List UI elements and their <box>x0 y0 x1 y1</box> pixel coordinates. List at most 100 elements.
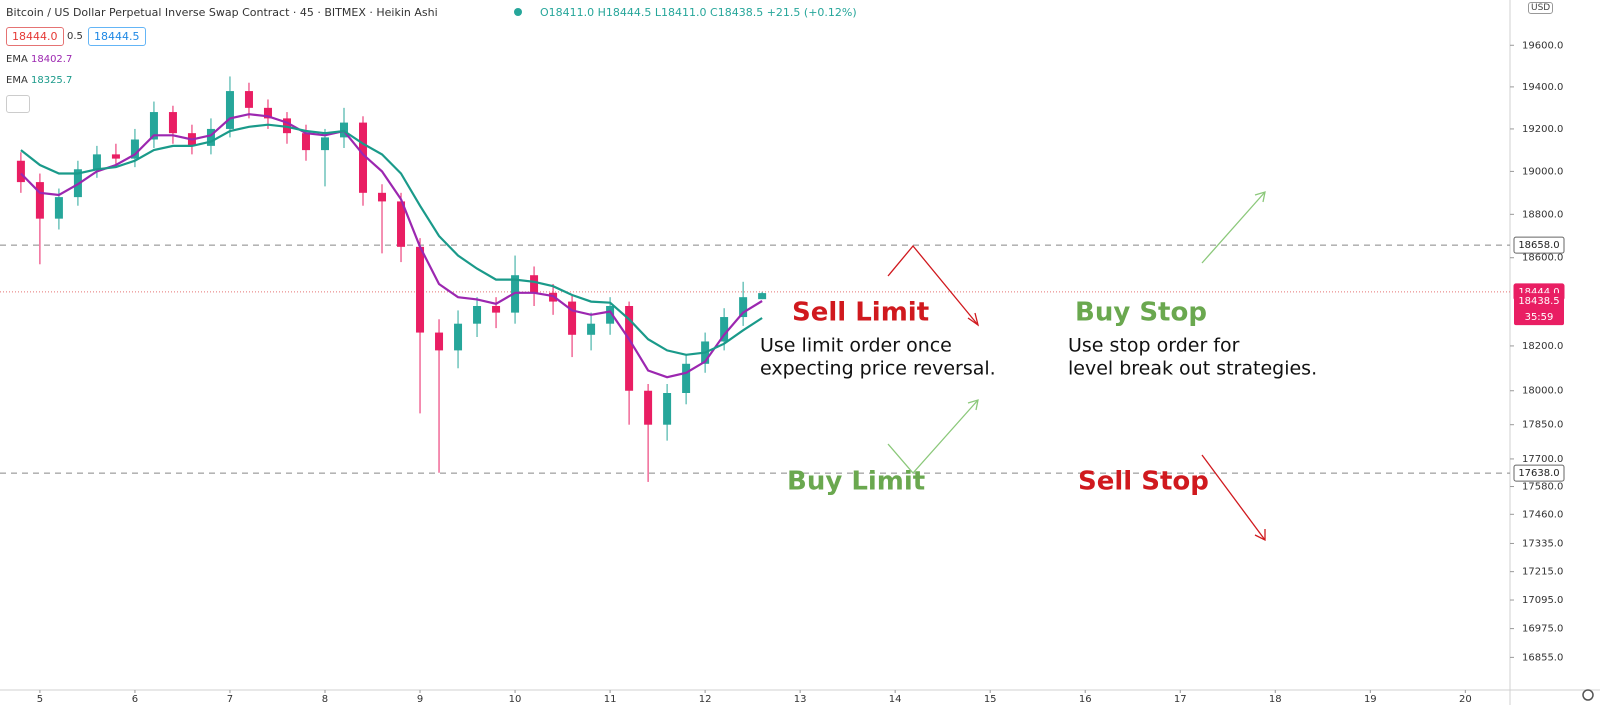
arrow-head <box>1254 529 1266 542</box>
arrows <box>887 191 1266 542</box>
candle-body <box>130 139 139 159</box>
collapse-button[interactable] <box>6 95 30 113</box>
candle-body <box>663 393 672 425</box>
y-tick-label: 17335.0 <box>1522 538 1563 549</box>
countdown: 35:59 <box>1525 312 1554 323</box>
spread: 0.5 <box>67 31 83 42</box>
candle-body <box>492 305 501 313</box>
y-tick-label: 19000.0 <box>1522 166 1563 177</box>
arrow <box>887 244 979 326</box>
note: level break out strategies. <box>1068 358 1317 380</box>
x-tick-label: 15 <box>984 694 997 705</box>
y-tick-label: 19200.0 <box>1522 124 1563 135</box>
candle-body <box>320 137 329 151</box>
candle-body <box>111 154 120 159</box>
candle-body <box>206 128 215 146</box>
price-label: 17638.0 <box>1518 468 1559 479</box>
y-tick-label: 17850.0 <box>1522 420 1563 431</box>
y-tick-label: 17460.0 <box>1522 509 1563 520</box>
ema-line <box>20 123 763 356</box>
x-tick-label: 8 <box>322 694 328 705</box>
price-label-box <box>1513 236 1565 254</box>
price-label-box <box>1513 464 1565 482</box>
candle-body <box>397 201 406 247</box>
ohlc-value: O18411.0 <box>540 6 595 19</box>
candle-body <box>625 305 634 391</box>
sell-quote[interactable]: 18444.0 <box>6 27 64 46</box>
ohlc-value: L18411.0 <box>654 6 707 19</box>
annotation: Sell Stop <box>1078 467 1209 497</box>
plot: 19600.0 19400.0 19200.0 19000.0 18800.0 18600… <box>0 40 1565 705</box>
y-tick-label: 18000.0 <box>1522 386 1563 397</box>
candle-body <box>359 122 368 193</box>
x-tick-label: 19 <box>1364 694 1377 705</box>
price-label: 18658.0 <box>1518 240 1559 251</box>
candle-body <box>225 91 234 129</box>
currency[interactable]: USD <box>1528 2 1554 14</box>
candle-body <box>16 160 25 183</box>
note: Use stop order for <box>1068 335 1240 357</box>
y-tick-label: 18800.0 <box>1522 209 1563 220</box>
legend-name: EMA <box>6 54 28 65</box>
annotation: Buy Limit <box>787 467 925 497</box>
candle-body <box>568 301 577 335</box>
x-tick-label: 12 <box>699 694 712 705</box>
candle-body <box>682 363 691 394</box>
y-tick-label: 19600.0 <box>1522 40 1563 51</box>
x-tick-label: 20 <box>1459 694 1472 705</box>
candle-body <box>530 275 539 293</box>
candle-body <box>54 197 63 219</box>
y-tick-label: 16975.0 <box>1522 624 1563 635</box>
arrow <box>887 399 979 474</box>
arrow-head <box>967 312 980 327</box>
x-tick-label: 7 <box>227 694 233 705</box>
symbol: Bitcoin / US Dollar Perpetual Inverse Sw… <box>6 6 438 19</box>
legend-value: 18325.7 <box>30 75 73 86</box>
x-tick-label: 17 <box>1174 694 1187 705</box>
legend-value: 18402.7 <box>30 54 73 65</box>
x-tick-label: 14 <box>889 694 902 705</box>
candle-body <box>168 112 177 134</box>
y-tick-label: 19400.0 <box>1522 82 1563 93</box>
ohlc-value: H18444.5 <box>597 6 652 19</box>
note: expecting price reversal. <box>760 358 996 380</box>
price-label: 18438.5 <box>1518 296 1559 307</box>
candle-body <box>454 323 463 351</box>
y-tick-label: 17580.0 <box>1522 482 1563 493</box>
ohlc: O18411.0 H18444.5 L18411.0 C18438.5 +21.… <box>540 6 857 19</box>
candle-body <box>758 293 767 300</box>
settings-icon[interactable] <box>1582 689 1594 701</box>
candle-body <box>606 305 615 324</box>
x-tick-label: 13 <box>794 694 807 705</box>
arrow-head <box>1254 191 1266 203</box>
y-tick-label: 18200.0 <box>1522 341 1563 352</box>
candle-body <box>263 107 272 119</box>
candle-body <box>35 182 44 219</box>
x-tick-label: 16 <box>1079 694 1092 705</box>
candle-body <box>435 332 444 351</box>
candle-body <box>739 297 748 318</box>
annotation: Sell Limit <box>792 298 929 328</box>
ema-line <box>20 113 763 379</box>
ohlc-value: C18438.5 <box>710 6 764 19</box>
x-tick-label: 11 <box>604 694 617 705</box>
legend-entry: EMA 18402.7 <box>6 54 72 65</box>
note: Use limit order once <box>760 335 952 357</box>
arrow <box>1201 191 1266 264</box>
y-tick-label: 17700.0 <box>1522 454 1563 465</box>
y-tick-label: 17215.0 <box>1522 567 1563 578</box>
x-tick-label: 6 <box>132 694 138 705</box>
legend-entry: EMA 18325.7 <box>6 75 72 86</box>
candle-body <box>301 133 310 151</box>
candle-body <box>720 317 729 342</box>
x-tick-label: 18 <box>1269 694 1282 705</box>
candle-body <box>473 305 482 324</box>
y-tick-label: 16855.0 <box>1522 652 1563 663</box>
y-tick-label: 17095.0 <box>1522 595 1563 606</box>
price-label-box <box>1514 293 1564 326</box>
x-tick-label: 5 <box>37 694 43 705</box>
buy-quote[interactable]: 18444.5 <box>88 27 146 46</box>
candle-body <box>587 323 596 335</box>
